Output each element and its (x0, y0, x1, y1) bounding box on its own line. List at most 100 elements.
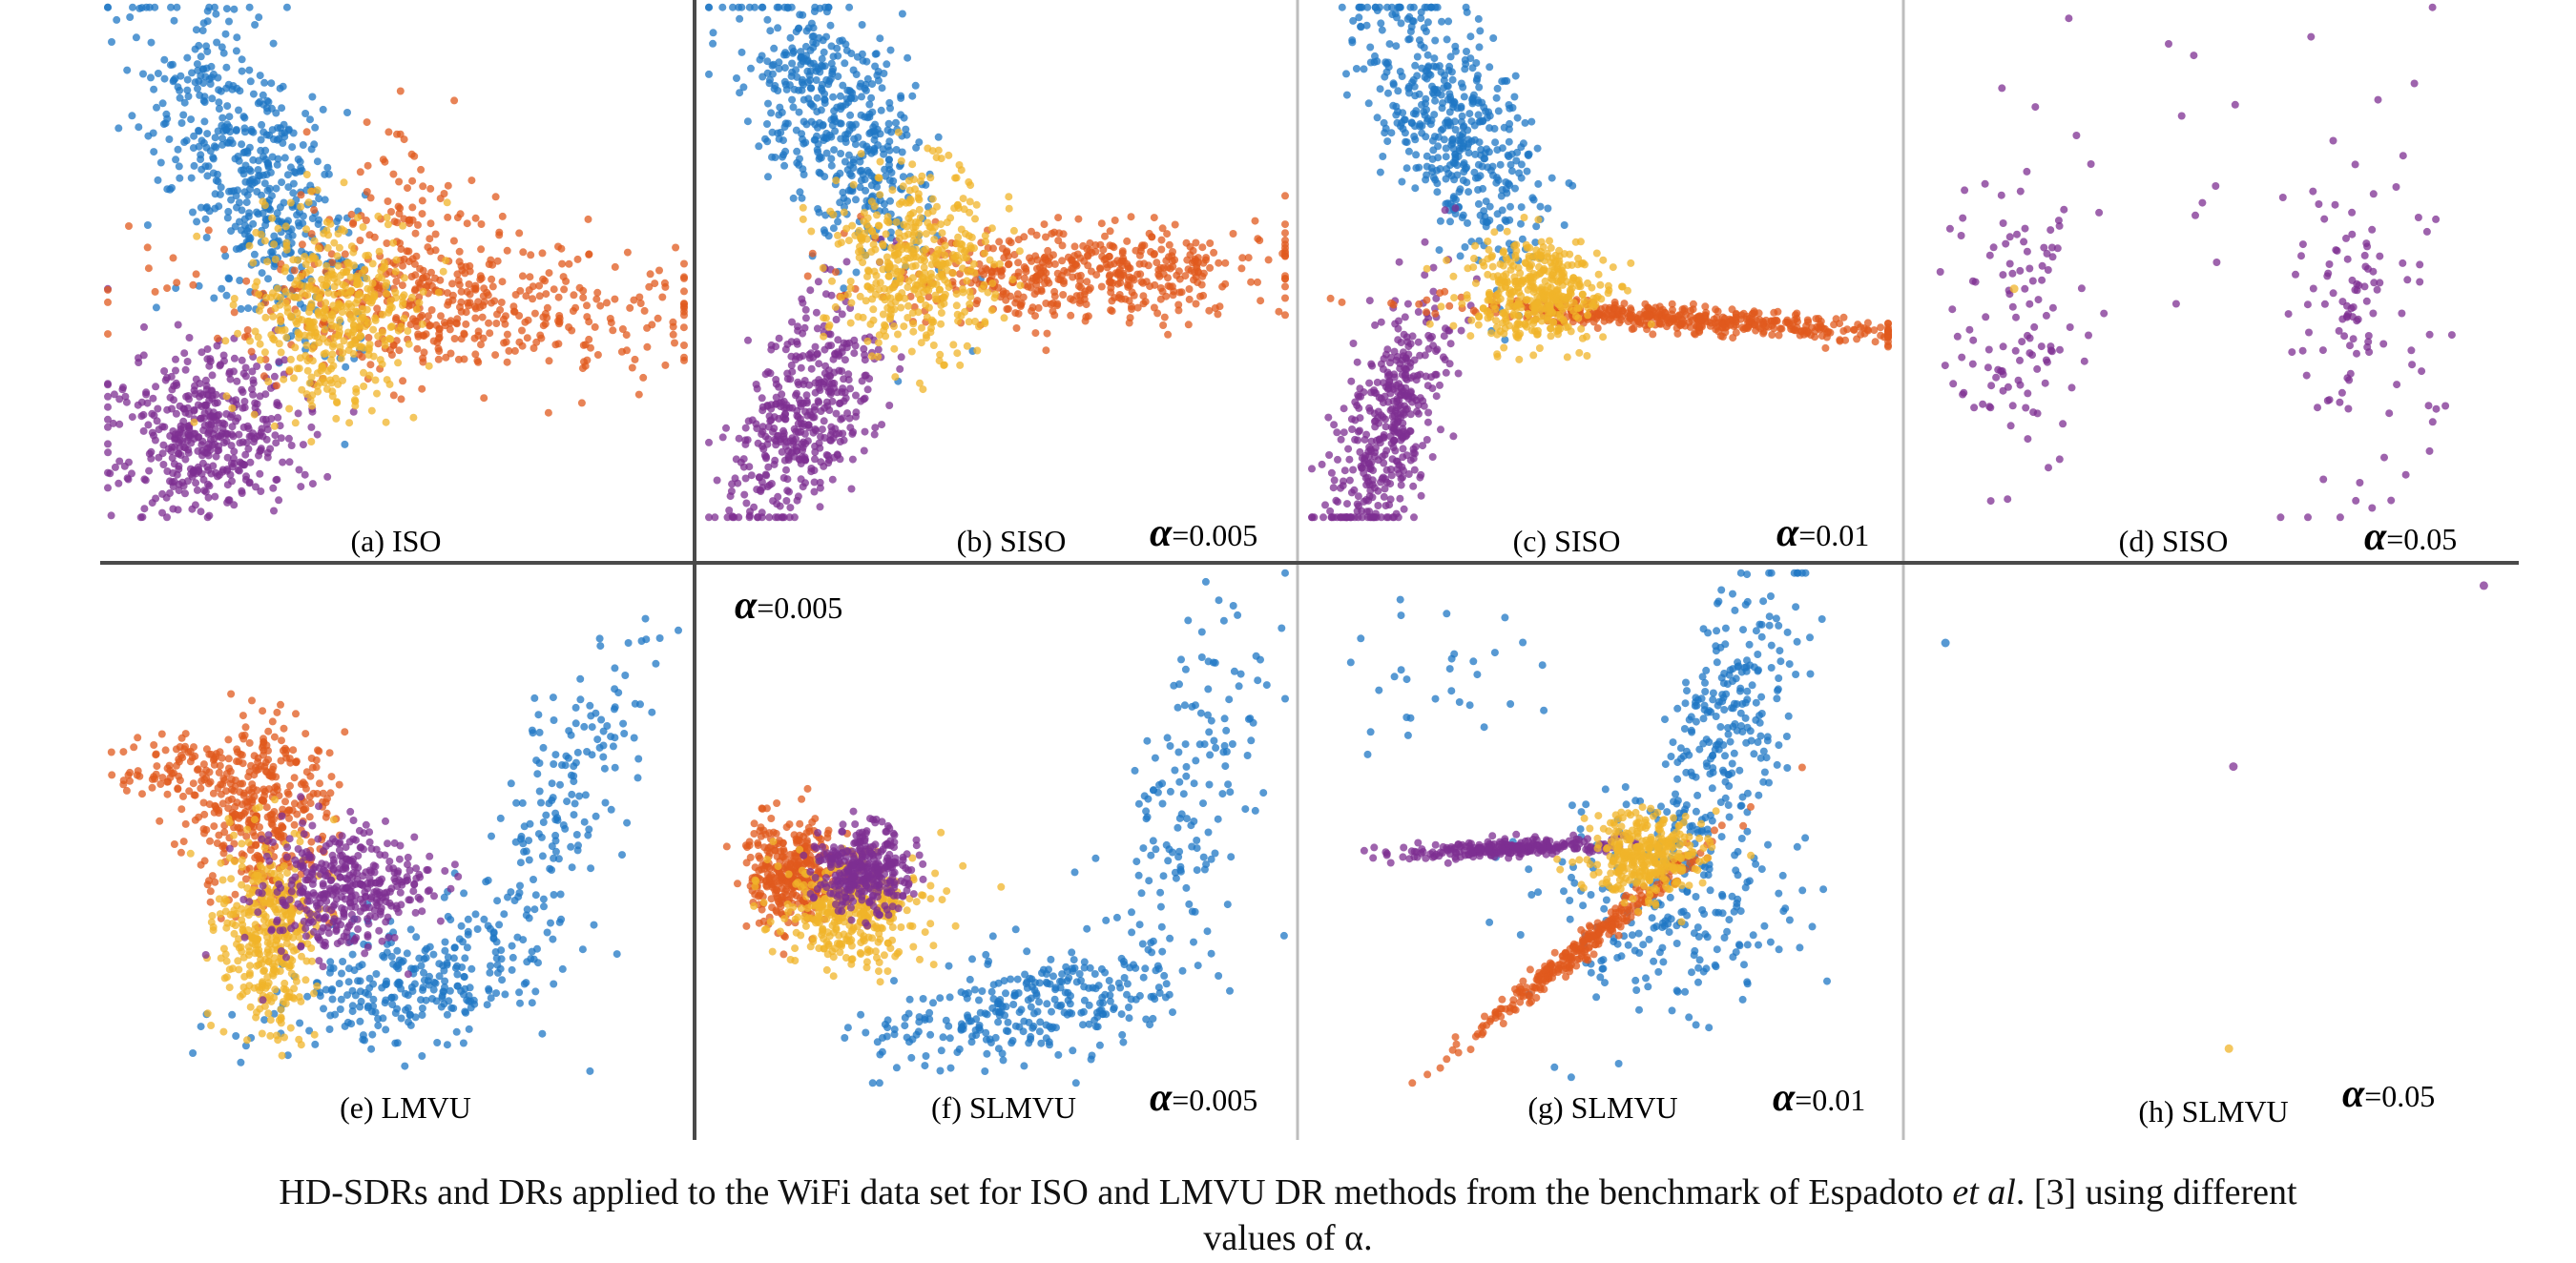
scatter-point-blue (311, 123, 320, 132)
scatter-point-blue (212, 10, 220, 18)
scatter-point-yellow (867, 227, 876, 236)
scatter-point-blue (747, 64, 755, 72)
scatter-point-purple (1374, 407, 1382, 416)
scatter-point-purple (1333, 428, 1341, 437)
scatter-point-blue (240, 124, 249, 133)
scatter-point-orange (1014, 259, 1023, 267)
scatter-point-orange (1181, 272, 1190, 280)
scatter-point-blue (222, 63, 231, 72)
scatter-point-blue (863, 74, 872, 83)
scatter-point-blue (1498, 206, 1506, 215)
scatter-point-orange (555, 312, 564, 320)
scatter-point-purple (1429, 263, 1438, 272)
scatter-point-purple (277, 434, 285, 443)
scatter-point-blue (788, 68, 797, 76)
scatter-point-orange (1168, 282, 1176, 291)
scatter-point-purple (796, 353, 804, 362)
scatter-point-orange (1244, 254, 1253, 262)
scatter-point-yellow (352, 388, 361, 397)
scatter-point-yellow (908, 274, 917, 282)
scatter-point-orange (389, 391, 398, 400)
scatter-point-yellow (271, 255, 280, 263)
scatter-point-yellow (928, 207, 937, 216)
scatter-point-orange (1423, 296, 1431, 304)
scatter-point-purple (878, 421, 886, 429)
scatter-point-yellow (260, 237, 269, 245)
scatter-point-orange (1185, 285, 1194, 293)
scatter-point-yellow (890, 322, 898, 330)
scatter-point-orange (1157, 245, 1166, 254)
scatter-point-orange (1140, 259, 1149, 268)
scatter-point-yellow (297, 202, 305, 211)
scatter-point-purple (814, 278, 822, 286)
scatter-point-blue (1492, 93, 1501, 102)
scatter-point-blue (1521, 118, 1529, 127)
scatter-point-purple (158, 423, 167, 431)
scatter-point-blue (883, 126, 892, 135)
scatter-point-yellow (990, 294, 999, 302)
scatter-point-blue (255, 156, 263, 165)
scatter-point-blue (799, 10, 807, 19)
scatter-point-blue (799, 165, 807, 174)
scatter-point-purple (263, 448, 272, 457)
scatter-point-blue (852, 71, 861, 78)
scatter-point-purple (269, 484, 278, 492)
scatter-point-blue (1363, 3, 1372, 11)
scatter-point-blue (829, 224, 838, 233)
scatter-point-orange (404, 184, 411, 193)
scatter-point-purple (197, 403, 206, 411)
scatter-point-yellow (897, 303, 905, 312)
scatter-point-purple (274, 413, 282, 422)
scatter-point-blue (884, 119, 893, 128)
scatter-point-yellow (972, 200, 981, 209)
scatter-point-orange (1069, 296, 1077, 304)
scatter-point-orange (470, 284, 479, 293)
scatter-point-orange (1004, 252, 1012, 260)
scatter-point-blue (202, 234, 211, 241)
scatter-point-blue (1370, 58, 1379, 67)
scatter-point-blue (788, 95, 797, 104)
scatter-point-blue (1376, 168, 1384, 176)
scatter-point-purple (185, 334, 194, 342)
scatter-point-purple (1451, 204, 1460, 213)
scatter-point-orange (1281, 282, 1289, 291)
scatter-point-blue (897, 111, 905, 119)
scatter-point-blue (1517, 174, 1526, 182)
scatter-point-blue (817, 84, 825, 93)
scatter-point-yellow (335, 322, 343, 331)
scatter-point-yellow (193, 232, 201, 240)
scatter-point-orange (463, 219, 471, 228)
scatter-point-purple (145, 466, 154, 475)
scatter-point-blue (224, 207, 233, 216)
scatter-point-blue (212, 176, 220, 185)
scatter-point-purple (1321, 501, 1329, 509)
scatter-point-orange (498, 212, 507, 220)
scatter-point-yellow (270, 422, 279, 430)
scatter-point-orange (1076, 277, 1085, 285)
scatter-point-purple (209, 462, 218, 470)
scatter-point-orange (247, 347, 256, 356)
scatter-point-purple (1365, 459, 1373, 467)
scatter-point-blue (251, 21, 260, 29)
scatter-point-orange (550, 285, 558, 294)
scatter-point-blue (1463, 163, 1471, 172)
scatter-point-orange (1128, 302, 1135, 311)
scatter-point-blue (911, 81, 920, 90)
scatter-point-blue (1379, 153, 1387, 160)
scatter-point-yellow (340, 227, 348, 236)
scatter-point-purple (746, 507, 754, 516)
scatter-point-purple (217, 433, 225, 442)
scatter-point-blue (908, 92, 917, 100)
scatter-point-yellow (369, 325, 378, 334)
scatter-point-blue (272, 184, 280, 193)
scatter-point-blue (1413, 52, 1422, 61)
scatter-point-orange (522, 292, 530, 300)
scatter-point-purple (1439, 353, 1447, 362)
scatter-point-purple (1400, 330, 1408, 339)
scatter-point-purple (797, 415, 804, 424)
scatter-point-orange (1059, 291, 1068, 299)
scatter-point-blue (166, 61, 175, 70)
scatter-point-purple (705, 513, 713, 522)
scatter-point-orange (143, 243, 152, 252)
scatter-point-yellow (923, 285, 931, 294)
